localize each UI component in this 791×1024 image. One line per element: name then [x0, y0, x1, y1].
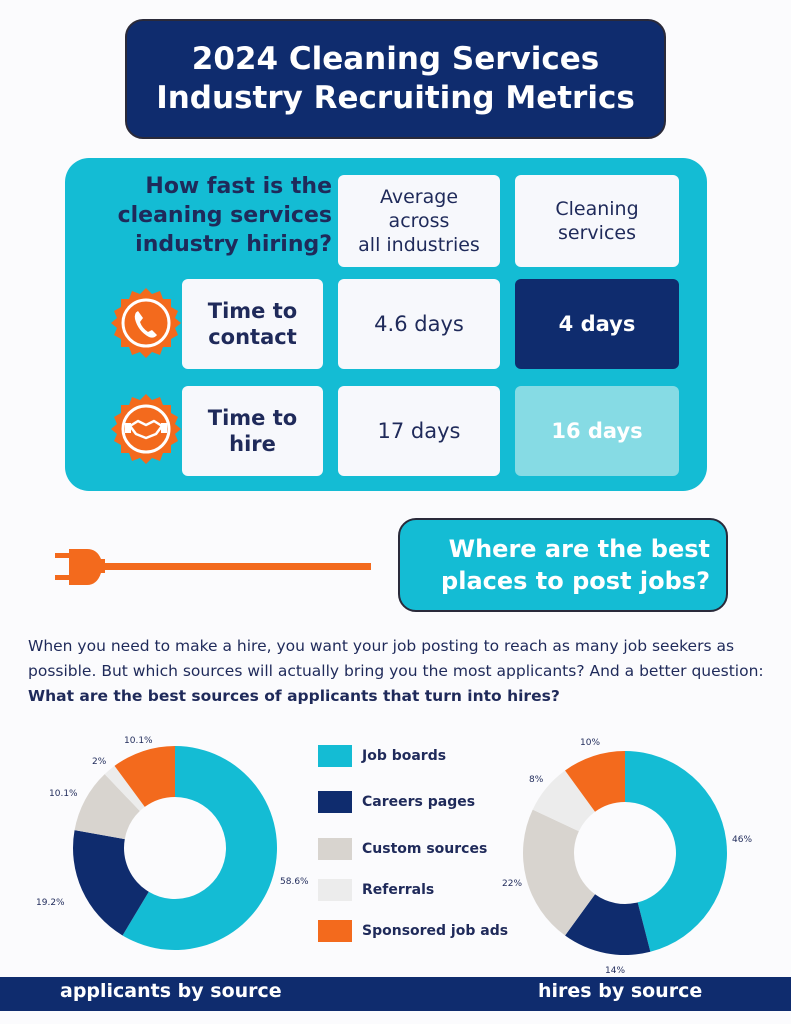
row-label-time-to-contact: Time to contact — [182, 279, 323, 369]
legend-item-job-boards: Job boards — [318, 745, 446, 767]
donut-slice-sponsored-job-ads — [114, 746, 175, 807]
slice-label: 10.1% — [49, 789, 78, 799]
donut-slice-referrals — [104, 765, 145, 812]
slice-label: 46% — [732, 835, 752, 845]
legend-item-sponsored-job-ads: Sponsored job ads — [318, 920, 508, 942]
applicants-donut-chart: 58.6% 19.2% 10.1% 2% 10.1% — [36, 736, 309, 950]
legend-item-referrals: Referrals — [318, 879, 434, 901]
donut-slice-careers-pages — [73, 830, 149, 936]
slice-label: 22% — [502, 879, 522, 889]
legend-swatch — [318, 745, 352, 767]
footer-label-applicants: applicants by source — [60, 980, 282, 1002]
legend-swatch — [318, 791, 352, 813]
phone-icon — [111, 288, 181, 358]
donut-slice-job-boards — [625, 751, 728, 952]
legend-swatch — [318, 879, 352, 901]
legend-swatch — [318, 920, 352, 942]
slice-label: 8% — [529, 775, 544, 785]
row-label-time-to-hire: Time to hire — [182, 386, 323, 476]
legend-item-careers-pages: Careers pages — [318, 791, 475, 813]
donut-slice-custom-sources — [523, 809, 596, 936]
column-header-cleaning: Cleaning services — [515, 175, 679, 267]
handshake-badge-burst — [111, 394, 181, 464]
donut-slice-careers-pages — [565, 894, 651, 955]
slice-label: 10% — [580, 738, 600, 748]
handshake-icon — [111, 394, 181, 464]
time-to-hire-average: 17 days — [338, 386, 500, 476]
title-line-2: Industry Recruiting Metrics — [156, 80, 635, 116]
hiring-speed-question: How fast is the cleaning services indust… — [117, 174, 332, 257]
legend-swatch — [318, 838, 352, 860]
phone-badge-burst — [111, 288, 181, 358]
donut-slice-custom-sources — [74, 774, 140, 840]
footer-bar — [0, 977, 791, 1011]
intro-paragraph: When you need to make a hire, you want y… — [28, 637, 764, 705]
hires-donut-chart: 46% 14% 22% 8% 10% — [502, 738, 752, 975]
plug-icon — [55, 549, 371, 585]
slice-label: 19.2% — [36, 898, 65, 908]
time-to-hire-cleaning: 16 days — [515, 386, 679, 476]
slice-label: 2% — [92, 757, 107, 767]
slice-label: 14% — [605, 966, 625, 975]
title-line-1: 2024 Cleaning Services — [191, 41, 600, 77]
slice-label: 10.1% — [124, 736, 153, 746]
slice-label: 58.6% — [280, 877, 309, 887]
donut-slice-referrals — [532, 770, 596, 832]
best-places-heading: Where are the best places to post jobs? — [398, 518, 728, 612]
legend-item-custom-sources: Custom sources — [318, 838, 487, 860]
page-title: 2024 Cleaning Services Industry Recruiti… — [125, 19, 666, 139]
donut-slice-job-boards — [122, 746, 278, 950]
time-to-contact-average: 4.6 days — [338, 279, 500, 369]
time-to-contact-cleaning: 4 days — [515, 279, 679, 369]
column-header-average: Average across all industries — [338, 175, 500, 267]
donut-slice-sponsored-job-ads — [565, 751, 625, 812]
footer-label-hires: hires by source — [538, 980, 703, 1002]
